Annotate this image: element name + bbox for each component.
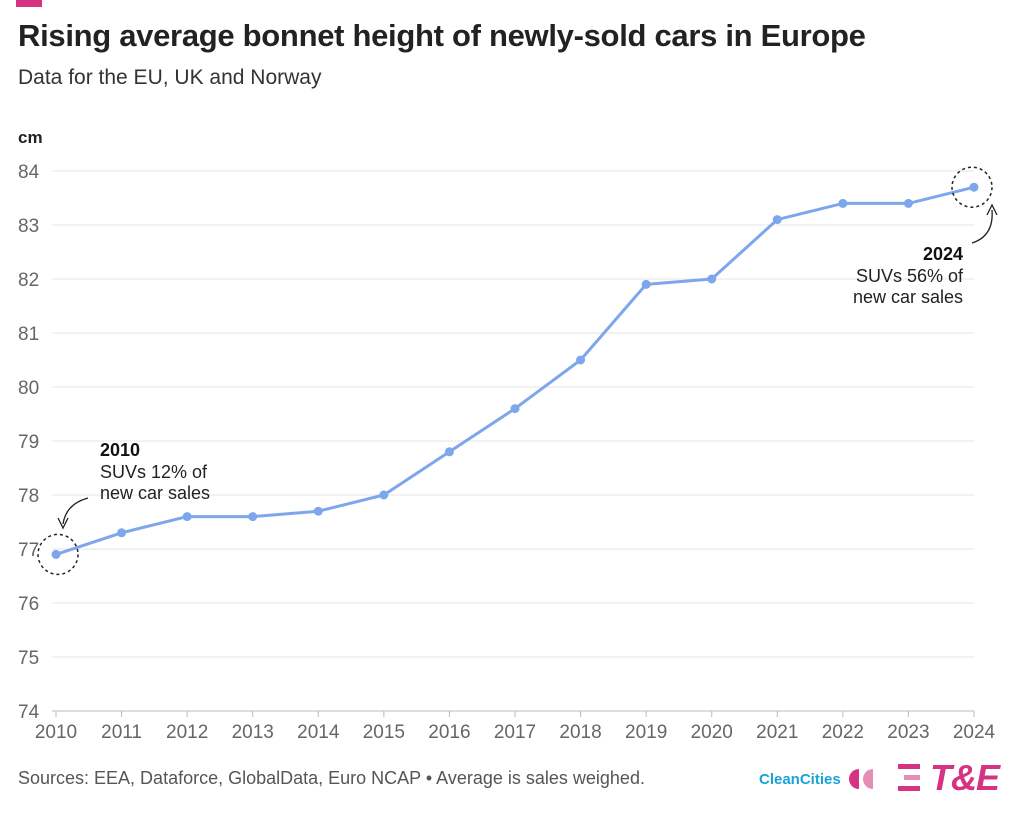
te-wordmark: T&E xyxy=(930,757,1000,798)
x-axis-ticks: 2010 2011 2012 2013 2014 2015 2016 2017 2018 2019… xyxy=(35,711,996,743)
x-tick-label: 2018 xyxy=(559,722,601,743)
data-point xyxy=(313,506,323,516)
y-tick-label: 75 xyxy=(18,648,39,669)
chart-title: Rising average bonnet height of newly-so… xyxy=(18,18,866,53)
data-point xyxy=(772,215,782,225)
x-tick-label: 2014 xyxy=(297,722,340,743)
y-tick-label: 81 xyxy=(18,324,39,345)
data-point xyxy=(444,447,454,457)
x-tick-label: 2016 xyxy=(428,722,470,743)
annotation-2010-text: new car sales xyxy=(100,483,210,503)
data-point xyxy=(117,528,127,538)
data-point xyxy=(903,198,913,208)
annotation-2024-text: SUVs 56% of xyxy=(856,266,964,286)
annotation-2010-text: SUVs 12% of xyxy=(100,462,208,482)
data-point xyxy=(576,355,586,365)
data-point xyxy=(248,512,258,522)
te-stripes-icon xyxy=(898,764,920,791)
gridlines xyxy=(52,170,974,712)
x-tick-label: 2012 xyxy=(166,722,208,743)
cleancities-logo: CleanCities xyxy=(759,768,875,790)
series-group xyxy=(51,182,979,559)
data-point xyxy=(379,490,389,500)
data-point xyxy=(969,182,979,192)
x-tick-label: 2021 xyxy=(756,722,798,743)
y-tick-label: 77 xyxy=(18,540,39,561)
x-tick-label: 2020 xyxy=(691,722,733,743)
y-tick-label: 82 xyxy=(18,270,39,291)
data-point xyxy=(510,404,520,414)
highlight-circle-2010 xyxy=(37,533,79,576)
y-tick-label: 78 xyxy=(18,486,39,507)
x-tick-label: 2010 xyxy=(35,722,77,743)
data-point xyxy=(838,198,848,208)
accent-bar xyxy=(16,0,42,7)
x-tick-label: 2011 xyxy=(101,722,142,743)
data-point xyxy=(51,549,61,559)
annotation-2024-arrowhead xyxy=(986,203,998,216)
data-point xyxy=(182,512,192,522)
annotation-2024-text: new car sales xyxy=(853,287,963,307)
x-tick-label: 2024 xyxy=(953,722,996,743)
annotation-2010-arrowhead xyxy=(57,517,69,530)
annotation-2010-arrow xyxy=(62,497,89,525)
highlight-circle-2024 xyxy=(951,166,993,208)
x-tick-label: 2023 xyxy=(887,722,929,743)
annotation-2024-title: 2024 xyxy=(923,244,963,264)
annotation-2024-arrow xyxy=(971,209,993,244)
source-note: Sources: EEA, Dataforce, GlobalData, Eur… xyxy=(18,768,645,788)
x-tick-label: 2015 xyxy=(363,722,405,743)
y-axis-unit-label: cm xyxy=(18,128,43,147)
x-tick-label: 2013 xyxy=(232,722,274,743)
x-tick-label: 2017 xyxy=(494,722,536,743)
y-tick-label: 76 xyxy=(18,594,39,615)
x-tick-label: 2019 xyxy=(625,722,667,743)
chart-subtitle: Data for the EU, UK and Norway xyxy=(18,66,322,89)
x-tick-label: 2022 xyxy=(822,722,864,743)
y-axis-ticks: 74 75 76 77 78 79 80 81 82 83 84 xyxy=(18,162,40,723)
data-point xyxy=(641,279,651,289)
y-tick-label: 80 xyxy=(18,378,39,399)
y-tick-label: 83 xyxy=(18,216,39,237)
y-tick-label: 74 xyxy=(18,702,40,723)
te-logo: T&E xyxy=(896,757,1000,799)
y-tick-label: 84 xyxy=(18,162,40,183)
cleancities-mark-icon xyxy=(848,769,873,789)
annotation-2010-title: 2010 xyxy=(100,440,140,460)
y-tick-label: 79 xyxy=(18,432,39,453)
data-point xyxy=(707,274,717,284)
cleancities-wordmark: CleanCities xyxy=(759,770,841,788)
